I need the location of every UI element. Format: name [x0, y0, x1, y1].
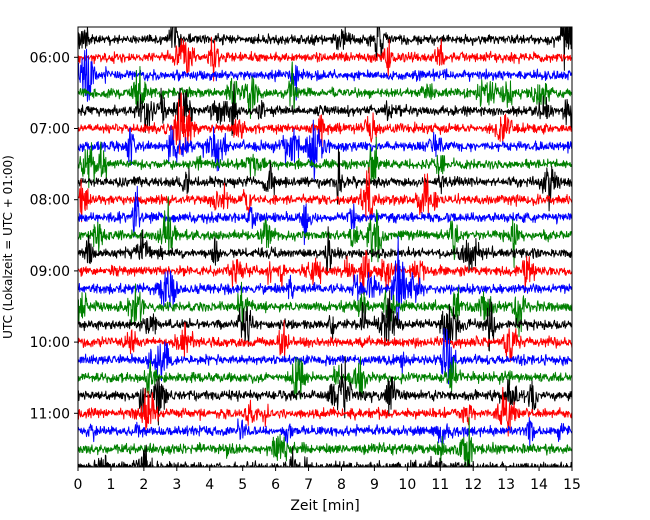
- x-axis-label: Zeit [min]: [290, 498, 359, 514]
- seismic-trace: [78, 226, 572, 274]
- seismic-trace: [78, 119, 572, 181]
- seismic-trace: [78, 290, 572, 352]
- y-tick-label: 06:00: [30, 50, 70, 66]
- seismic-trace: [78, 148, 572, 212]
- seismic-trace: [78, 83, 572, 137]
- seismic-trace: [78, 61, 572, 119]
- seismic-trace: [78, 327, 572, 386]
- y-tick-label: 09:00: [30, 264, 70, 280]
- x-tick-label: 15: [563, 477, 581, 493]
- x-tick-label: 3: [172, 477, 181, 493]
- seismic-trace: [78, 136, 572, 189]
- y-axis-label: UTC (Lokalzeit = UTC + 01:00): [1, 155, 15, 339]
- x-tick-label: 7: [304, 477, 313, 493]
- y-tick-label: 11:00: [30, 406, 70, 422]
- seismic-trace: [78, 166, 572, 224]
- y-tick-label: 10:00: [30, 335, 70, 351]
- x-tick-label: 6: [271, 477, 280, 493]
- seismic-trace: [78, 48, 572, 102]
- x-tick-label: 13: [497, 477, 515, 493]
- x-axis: 0 1 2 3 4 5 6 7 8 9 10 11 12 13 14 15: [74, 467, 581, 493]
- x-tick-label: 9: [370, 477, 379, 493]
- seismic-trace: [78, 36, 572, 82]
- seismic-trace: [78, 92, 572, 155]
- x-tick-label: 0: [74, 477, 83, 493]
- trace-group: [78, 27, 572, 467]
- plot-frame: [77, 26, 573, 468]
- x-tick-label: 11: [431, 477, 449, 493]
- x-tick-label: 10: [398, 477, 416, 493]
- seismic-trace: [78, 386, 572, 437]
- x-tick-label: 4: [205, 477, 214, 493]
- seismic-trace: [78, 196, 572, 268]
- seismic-trace: [78, 27, 572, 71]
- y-tick-label: 08:00: [30, 193, 70, 209]
- x-tick-label: 8: [337, 477, 346, 493]
- seismic-trace: [78, 356, 572, 401]
- seismic-trace: [78, 319, 572, 363]
- x-tick-label: 1: [106, 477, 115, 493]
- x-tick-label: 14: [530, 477, 548, 493]
- x-tick-label: 2: [139, 477, 148, 493]
- y-tick-label: 07:00: [30, 122, 70, 138]
- seismic-trace: [78, 356, 572, 426]
- seismic-trace: [78, 235, 572, 321]
- seismic-trace: [78, 417, 572, 449]
- seismic-trace: [78, 249, 572, 295]
- seismic-trace: [78, 417, 572, 467]
- x-tick-label: 12: [464, 477, 482, 493]
- seismic-trace: [78, 185, 572, 246]
- x-tick-label: 5: [238, 477, 247, 493]
- y-axis: 06:00 07:00 08:00 09:00 10:00 11:00: [30, 50, 78, 422]
